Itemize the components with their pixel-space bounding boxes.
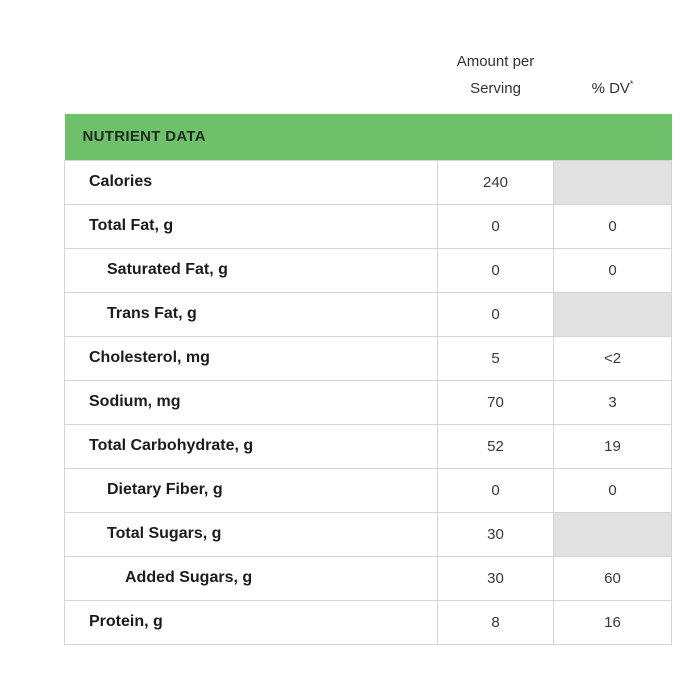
amount-cell: 70: [437, 379, 554, 425]
column-header-amount: Amount per Serving: [456, 53, 535, 97]
table-row: Cholesterol, mg 5 <2: [64, 335, 672, 381]
nutrient-label: Total Sugars, g: [64, 511, 438, 557]
table-row: Added Sugars, g 30 60: [64, 555, 672, 601]
dv-cell: [553, 291, 672, 337]
dv-cell: [553, 511, 672, 557]
dv-cell: 0: [553, 467, 672, 513]
dv-cell: 0: [553, 247, 672, 293]
amount-cell: 240: [437, 159, 554, 205]
dv-cell: <2: [553, 335, 672, 381]
nutrient-label: Total Fat, g: [64, 203, 438, 249]
nutrient-label: Trans Fat, g: [64, 291, 438, 337]
table-row: Protein, g 8 16: [64, 599, 672, 645]
amount-cell: 30: [437, 555, 554, 601]
amount-cell: 0: [437, 291, 554, 337]
section-title: NUTRIENT DATA: [64, 114, 672, 160]
table-row: Sodium, mg 70 3: [64, 379, 672, 425]
table-row: Total Sugars, g 30: [64, 511, 672, 557]
column-header-spacer: [65, 48, 438, 114]
nutrient-label: Sodium, mg: [64, 379, 438, 425]
dv-cell: 3: [553, 379, 672, 425]
section-header-row: NUTRIENT DATA: [64, 114, 672, 160]
nutrient-label: Calories: [64, 159, 438, 205]
dv-footnote-asterisk: *: [629, 79, 634, 89]
table-row: Dietary Fiber, g 0 0: [64, 467, 672, 513]
amount-cell: 30: [437, 511, 554, 557]
nutrient-label: Saturated Fat, g: [64, 247, 438, 293]
nutrient-label: Dietary Fiber, g: [64, 467, 438, 513]
column-header-dv: % DV*: [591, 79, 634, 98]
table-row: Trans Fat, g 0: [64, 291, 672, 337]
table-row: Saturated Fat, g 0 0: [64, 247, 672, 293]
nutrient-label: Total Carbohydrate, g: [64, 423, 438, 469]
nutrient-label: Protein, g: [64, 599, 438, 645]
dv-cell: 60: [553, 555, 672, 601]
dv-cell: [553, 159, 672, 205]
dv-cell: 0: [553, 203, 672, 249]
dv-cell: 19: [553, 423, 672, 469]
nutrient-label: Added Sugars, g: [64, 555, 438, 601]
amount-cell: 0: [437, 203, 554, 249]
nutrient-label: Cholesterol, mg: [64, 335, 438, 381]
nutrient-table: Amount per Serving % DV* NUTRIENT DATA C…: [64, 48, 672, 645]
amount-cell: 0: [437, 247, 554, 293]
amount-cell: 52: [437, 423, 554, 469]
table-row: Total Fat, g 0 0: [64, 203, 672, 249]
column-headers: Amount per Serving % DV*: [65, 48, 672, 114]
table-row: Total Carbohydrate, g 52 19: [64, 423, 672, 469]
table-row: Calories 240: [64, 159, 672, 205]
dv-cell: 16: [553, 599, 672, 645]
amount-cell: 8: [437, 599, 554, 645]
amount-cell: 0: [437, 467, 554, 513]
amount-cell: 5: [437, 335, 554, 381]
